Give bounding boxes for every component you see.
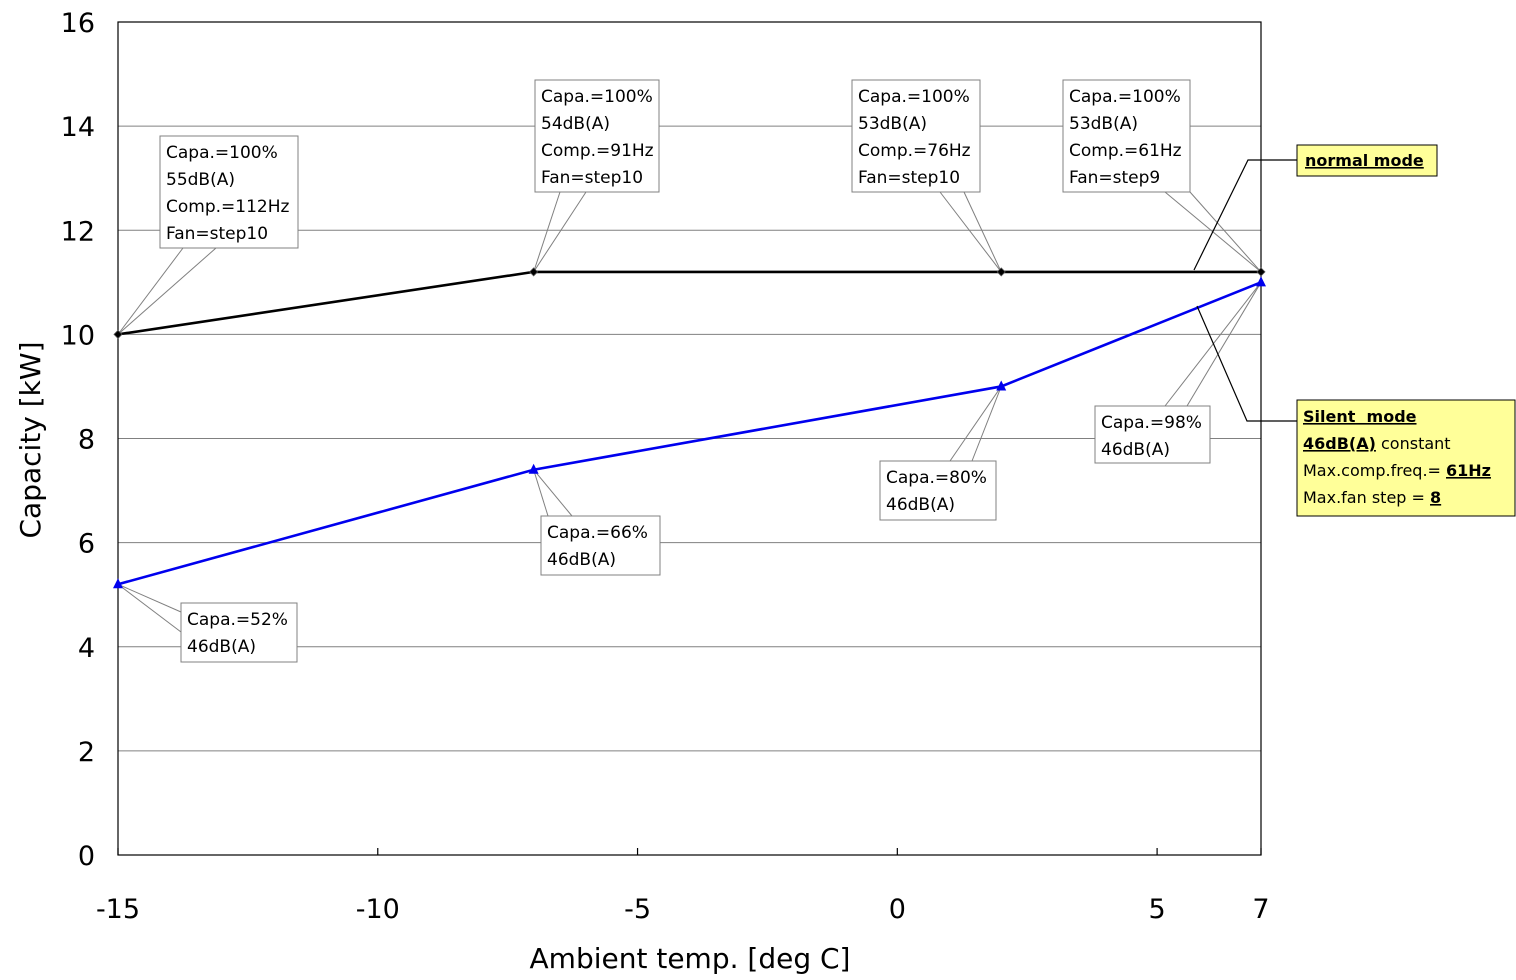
silent-annotation-box (1094, 405, 1211, 464)
normal-annotation-text: Comp.=76Hz (858, 141, 971, 161)
y-tick-label: 0 (78, 841, 95, 872)
legend-silent-leader (1196, 305, 1297, 422)
x-tick-label: -15 (96, 894, 140, 925)
legend-silent-mode: Silent mode 46dB(A) constant Max.comp.fr… (1196, 305, 1516, 517)
y-tick-label: 6 (78, 529, 95, 560)
x-tick-label: -5 (624, 894, 651, 925)
y-tick-label: 4 (78, 633, 95, 664)
legend-silent-box (1296, 399, 1516, 517)
x-tick-label: 5 (1148, 894, 1165, 925)
silent-annotation-box (180, 602, 298, 663)
y-tick-label: 2 (78, 737, 95, 768)
x-tick-label: 7 (1252, 894, 1269, 925)
normal-annotation-text: Fan=step10 (541, 168, 643, 188)
silent-annotation-text: Capa.=80% (886, 468, 987, 488)
silent-annotation-box (540, 515, 661, 576)
legend-silent-line4: Max.fan step = 8 (1303, 488, 1441, 507)
plot-area-frame (117, 21, 1262, 856)
normal-annotation-text: 53dB(A) (858, 114, 927, 134)
x-tick-label: 0 (889, 894, 906, 925)
silent-point-marker (1256, 276, 1266, 287)
legend-silent-line3: Max.comp.freq.= 61Hz (1303, 461, 1491, 480)
normal-annotation-box (159, 135, 299, 249)
normal-point-marker (996, 267, 1006, 277)
silent-annotation-text: 46dB(A) (886, 495, 955, 515)
silent-annotation-text: Capa.=52% (187, 610, 288, 630)
y-tick-label: 10 (61, 320, 95, 351)
normal-point-marker (113, 329, 123, 339)
normal-annotation-text: Fan=step9 (1069, 168, 1160, 188)
silent-leader-line (533, 469, 549, 517)
normal-point-marker (529, 267, 539, 277)
y-tick-label: 16 (61, 8, 95, 39)
normal-annotation-text: Capa.=100% (1069, 87, 1181, 107)
silent-leader-line (971, 386, 1002, 462)
silent-point-marker (996, 380, 1007, 391)
normal-leader-line (939, 191, 1002, 273)
x-tick-label: -10 (356, 894, 400, 925)
normal-annotation-text: Fan=step10 (166, 224, 268, 244)
normal-leader-line (117, 247, 184, 335)
silent-annotation-text: 46dB(A) (1101, 440, 1170, 460)
y-tick-label: 14 (61, 112, 95, 143)
silent-annotation-text: 46dB(A) (547, 550, 616, 570)
normal-annotation-text: Comp.=112Hz (166, 197, 290, 217)
silent-leader-line (949, 386, 1002, 462)
data-series (113, 267, 1266, 589)
normal-series-line (117, 270, 1261, 336)
normal-annotation-text: Fan=step10 (858, 168, 960, 188)
normal-point-marker (1256, 267, 1266, 277)
silent-leader-line (117, 583, 182, 633)
silent-series-line (117, 281, 1262, 586)
legend-normal-leader (1193, 159, 1297, 271)
normal-leader-line (533, 191, 587, 273)
legend-normal-box (1296, 144, 1438, 177)
legend-normal-label: normal mode (1305, 151, 1424, 170)
normal-annotation-text: Capa.=100% (541, 87, 653, 107)
y-tick-label: 12 (61, 216, 95, 247)
silent-annotation-text: 46dB(A) (187, 637, 256, 657)
silent-annotation-box (879, 460, 997, 521)
normal-annotation-text: Capa.=100% (858, 87, 970, 107)
normal-annotation-text: 55dB(A) (166, 170, 235, 190)
silent-annotation-text: Capa.=98% (1101, 413, 1202, 433)
normal-annotation-text: Comp.=61Hz (1069, 141, 1182, 161)
normal-annotation-text: 54dB(A) (541, 114, 610, 134)
normal-annotation-text: Comp.=91Hz (541, 141, 654, 161)
legend-silent-line2: 46dB(A) constant (1303, 434, 1451, 453)
silent-leader-line (533, 469, 573, 517)
silent-leader-line (117, 583, 182, 613)
axis-ticks: 0 2 4 6 8 10 12 14 16 -15 -10 -5 0 5 7 (61, 8, 1270, 925)
annotation-leaders (117, 191, 1262, 633)
x-axis-title: Ambient temp. [deg C] (530, 942, 851, 975)
normal-annotation-text: 53dB(A) (1069, 114, 1138, 134)
silent-annotation-text: Capa.=66% (547, 523, 648, 543)
normal-leader-line (117, 247, 217, 335)
legend-normal-mode: normal mode (1193, 144, 1438, 271)
data-annotations: Capa.=100% 55dB(A) Comp.=112Hz Fan=step10 Ca… (159, 79, 1211, 663)
normal-leader-line (1189, 191, 1262, 273)
normal-leader-line (533, 191, 561, 273)
gridlines (118, 125, 1261, 752)
normal-annotation-box (534, 79, 660, 193)
silent-leader-line (1186, 282, 1262, 407)
normal-leader-line (963, 191, 1002, 273)
silent-point-marker (113, 578, 123, 589)
normal-annotation-box (851, 79, 981, 193)
silent-point-marker (528, 463, 539, 474)
normal-annotation-box (1062, 79, 1191, 193)
y-tick-label: 8 (78, 425, 95, 456)
normal-annotation-text: Capa.=100% (166, 143, 278, 163)
legend-silent-title: Silent mode (1303, 407, 1417, 426)
y-axis-title: Capacity [kW] (14, 341, 47, 538)
